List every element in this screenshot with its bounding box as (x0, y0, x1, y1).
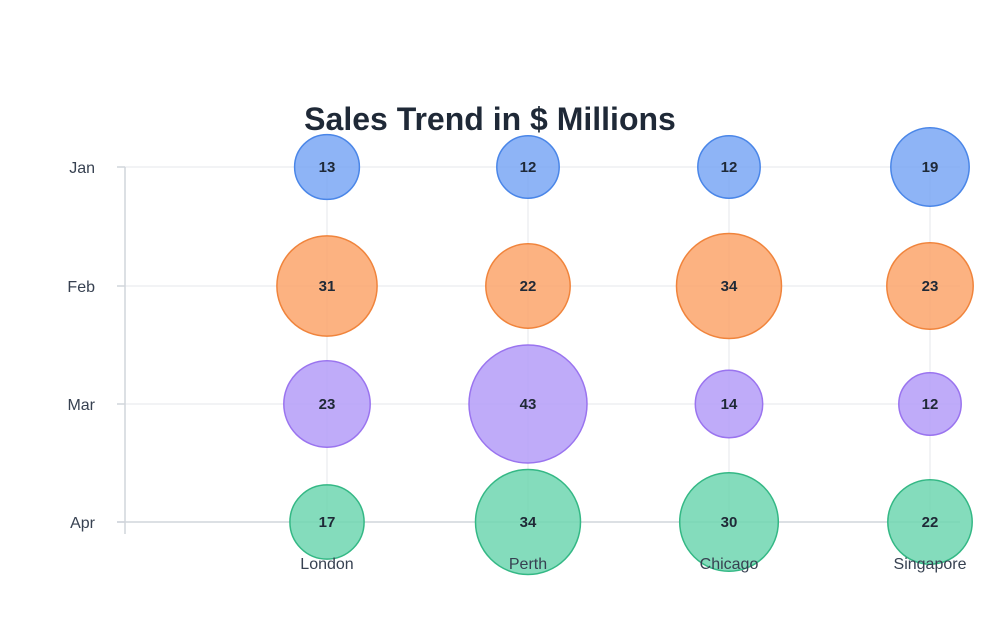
x-tick-label: Chicago (700, 556, 759, 573)
bubble-value-label: 12 (520, 159, 537, 176)
bubble-feb-perth[interactable] (485, 243, 571, 329)
y-tick-label: Mar (67, 397, 95, 414)
bubble-value-label: 22 (520, 278, 537, 295)
bubble-apr-london[interactable] (289, 484, 365, 560)
bubble-apr-chicago[interactable] (678, 471, 780, 573)
bubble-value-label: 22 (922, 514, 939, 531)
x-tick-label: London (300, 556, 353, 573)
bubble-mar-perth[interactable] (468, 344, 588, 464)
bubble-value-label: 43 (520, 396, 537, 413)
bubble-value-label: 34 (520, 514, 537, 531)
x-axis-ticks: London Perth Chicago Singapore (300, 556, 966, 573)
bubble-apr-perth[interactable] (474, 468, 582, 576)
bubble-jan-singapore[interactable] (890, 127, 970, 207)
bubble-value-label: 23 (319, 396, 336, 413)
bubble-value-label: 30 (721, 514, 738, 531)
y-tick-label: Feb (67, 279, 95, 296)
bubble-jan-london[interactable] (293, 133, 361, 201)
bubble-mar-chicago[interactable] (694, 369, 764, 439)
bubble-feb-chicago[interactable] (675, 232, 783, 340)
bubble-value-label: 14 (721, 396, 738, 413)
bubble-layer: 13 12 12 19 31 22 34 23 23 43 14 12 17 34 30 22 (276, 127, 974, 576)
bubble-feb-singapore[interactable] (886, 242, 974, 330)
bubble-mar-london[interactable] (283, 360, 371, 448)
bubble-mar-singapore[interactable] (898, 372, 962, 436)
y-tick-label: Jan (69, 160, 95, 177)
bubble-value-label: 17 (319, 514, 336, 531)
grid-layer (125, 166, 960, 523)
bubble-value-label: 13 (319, 159, 336, 176)
x-tick-label: Perth (509, 556, 547, 573)
chart-title: Sales Trend in $ Millions (304, 101, 676, 137)
bubble-apr-singapore[interactable] (887, 479, 973, 565)
bubble-value-label: 34 (721, 278, 738, 295)
bubble-value-label: 12 (922, 396, 939, 413)
y-axis-ticks: Jan Feb Mar Apr (67, 160, 95, 532)
bubble-jan-perth[interactable] (496, 135, 560, 199)
bubble-feb-london[interactable] (276, 235, 378, 337)
bubble-jan-chicago[interactable] (697, 135, 761, 199)
bubble-value-label: 19 (922, 159, 939, 176)
bubble-value-label: 23 (922, 278, 939, 295)
y-tick-label: Apr (70, 515, 96, 532)
bubble-value-label: 12 (721, 159, 738, 176)
x-tick-label: Singapore (894, 556, 967, 573)
bubble-value-label: 31 (319, 278, 336, 295)
